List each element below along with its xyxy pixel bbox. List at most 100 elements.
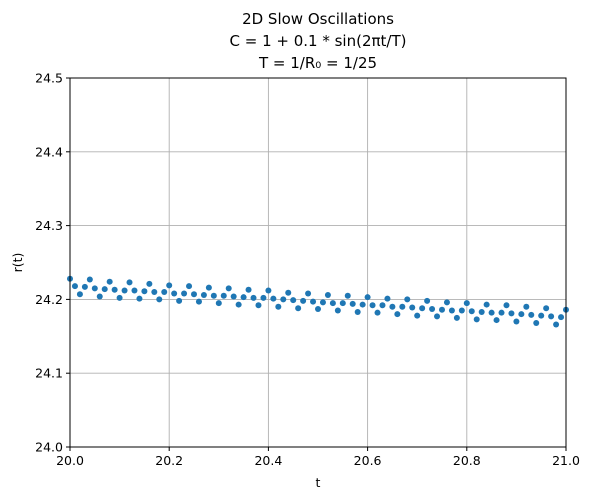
data-point <box>161 289 168 296</box>
data-point <box>315 305 321 312</box>
data-point <box>215 300 222 307</box>
data-point <box>424 297 431 304</box>
data-point <box>210 292 217 299</box>
data-point <box>106 278 113 285</box>
x-axis-label: t <box>316 475 321 490</box>
data-point <box>513 318 520 325</box>
data-point <box>300 297 307 304</box>
data-point <box>434 313 441 320</box>
data-point <box>439 306 445 313</box>
data-point <box>379 302 386 309</box>
data-point <box>310 298 317 305</box>
data-point <box>443 299 450 306</box>
data-point <box>548 313 555 320</box>
data-point <box>81 283 88 290</box>
x-tick-label: 20.2 <box>155 453 183 468</box>
data-point <box>414 312 421 319</box>
data-point <box>528 311 535 318</box>
data-point <box>453 314 460 321</box>
y-tick-label: 24.3 <box>35 218 63 233</box>
chart-title-line-2: C = 1 + 0.1 * sin(2πt/T) <box>230 32 407 50</box>
data-point <box>181 290 188 297</box>
data-point <box>498 309 505 316</box>
data-point <box>389 303 396 310</box>
data-point <box>186 283 193 290</box>
data-point <box>245 286 252 293</box>
data-point <box>250 294 257 301</box>
y-tick-label: 24.1 <box>35 366 63 381</box>
data-point <box>543 305 550 312</box>
data-point <box>71 283 78 290</box>
data-point <box>111 286 118 293</box>
data-point <box>96 293 103 300</box>
data-point <box>429 305 436 312</box>
data-point <box>121 287 128 294</box>
data-point <box>146 280 153 287</box>
data-point <box>200 291 207 298</box>
data-point <box>488 309 495 316</box>
data-point <box>156 296 163 303</box>
data-point <box>468 308 475 315</box>
y-tick-label: 24.4 <box>35 144 63 159</box>
data-point <box>136 295 143 302</box>
data-point <box>151 289 158 296</box>
data-point <box>523 303 530 310</box>
plot-frame <box>69 77 567 448</box>
y-tick-label: 24.0 <box>35 440 63 455</box>
data-point <box>176 297 183 304</box>
data-point <box>478 308 485 315</box>
data-point <box>235 301 242 308</box>
data-points <box>67 275 569 328</box>
data-point <box>448 307 455 314</box>
data-point <box>483 301 490 308</box>
data-point <box>493 317 500 324</box>
data-point <box>171 290 178 297</box>
data-point <box>364 294 371 301</box>
data-point <box>394 311 401 318</box>
data-point <box>349 300 356 307</box>
data-point <box>76 291 83 298</box>
data-point <box>329 300 336 307</box>
data-point <box>220 292 227 299</box>
data-point <box>374 309 381 316</box>
chart-title-line-3: T = 1/R₀ = 1/25 <box>258 54 377 72</box>
data-point <box>91 285 98 292</box>
data-point <box>369 302 376 309</box>
data-point <box>280 296 287 303</box>
chart-title-line-1: 2D Slow Oscillations <box>242 10 394 28</box>
data-point <box>141 288 148 295</box>
data-point <box>131 287 138 294</box>
data-point <box>191 291 197 298</box>
data-point <box>533 320 540 327</box>
data-point <box>275 303 282 310</box>
x-tick-label: 20.4 <box>254 453 282 468</box>
x-tick-label: 20.6 <box>354 453 382 468</box>
data-point <box>518 311 525 318</box>
x-tick-label: 20.8 <box>453 453 481 468</box>
data-point <box>270 295 277 302</box>
data-point <box>419 305 426 312</box>
data-point <box>319 299 326 306</box>
x-tick-label: 21.0 <box>552 453 580 468</box>
y-tick-label: 24.5 <box>35 71 63 86</box>
data-point <box>354 308 361 315</box>
data-point <box>265 287 272 294</box>
y-tick-label: 24.2 <box>35 292 63 307</box>
data-point <box>359 301 366 308</box>
data-point <box>305 290 312 297</box>
data-point <box>230 293 237 300</box>
data-point <box>240 294 247 301</box>
data-point <box>126 279 133 286</box>
data-point <box>285 289 292 296</box>
data-point <box>86 276 93 283</box>
data-point <box>101 286 108 293</box>
data-point <box>558 314 565 321</box>
data-point <box>324 291 331 298</box>
data-point <box>384 295 391 302</box>
data-point <box>503 302 510 309</box>
data-point <box>334 307 341 314</box>
data-point <box>473 316 480 323</box>
y-axis-label: r(t) <box>10 253 25 273</box>
